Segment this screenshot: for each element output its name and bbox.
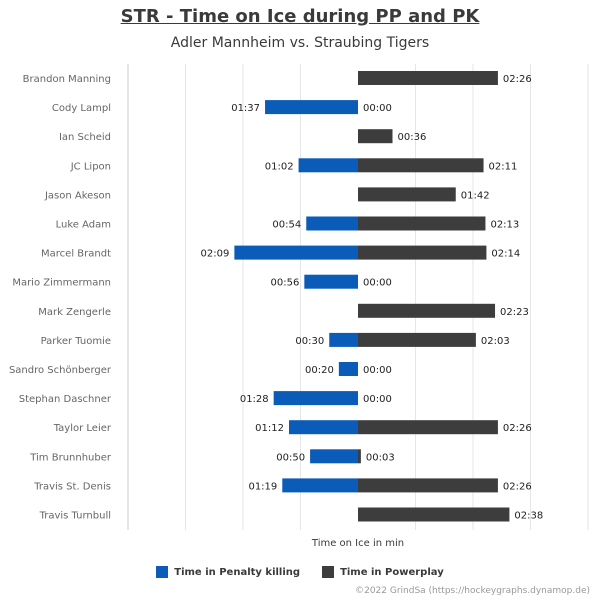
category-label: JC Lipon — [70, 161, 111, 172]
value-label-powerplay: 02:38 — [514, 511, 543, 522]
value-label-powerplay: 00:00 — [363, 394, 392, 405]
category-label: Brandon Manning — [23, 74, 111, 85]
value-label-powerplay: 02:03 — [481, 336, 510, 347]
bar-powerplay — [358, 303, 496, 318]
value-label-penalty-killing: 01:12 — [255, 423, 284, 434]
category-label: Ian Scheid — [59, 132, 111, 143]
bar-powerplay — [358, 507, 510, 522]
category-label: Sandro Schönberger — [9, 365, 112, 376]
value-label-powerplay: 02:23 — [500, 307, 529, 318]
bar-penalty-killing — [298, 158, 358, 173]
value-label-penalty-killing: 01:28 — [240, 394, 269, 405]
chart-title: STR - Time on Ice during PP and PK — [120, 6, 480, 27]
value-label-penalty-killing: 00:56 — [271, 278, 300, 289]
bar-penalty-killing — [306, 216, 358, 231]
legend-item-pp: Time in Powerplay — [322, 566, 444, 578]
category-label: Luke Adam — [56, 220, 111, 231]
category-label: Marcel Brandt — [41, 249, 111, 260]
bar-powerplay — [358, 420, 498, 435]
value-label-powerplay: 00:03 — [366, 452, 395, 463]
bar-penalty-killing — [265, 100, 358, 115]
bar-penalty-killing — [304, 274, 358, 289]
value-label-penalty-killing: 00:54 — [272, 220, 301, 231]
legend-label-pp: Time in Powerplay — [340, 566, 444, 578]
category-label: Travis St. Denis — [33, 481, 111, 492]
bar-penalty-killing — [289, 420, 358, 435]
bar-penalty-killing — [282, 478, 358, 493]
category-label: Mark Zengerle — [38, 307, 111, 318]
bars: 02:26 01:37 00:00 00:36 01:02 02:11 01:42 00:54… — [201, 71, 543, 522]
value-label-penalty-killing: 01:37 — [231, 103, 260, 114]
value-label-powerplay: 01:42 — [461, 190, 490, 201]
value-label-powerplay: 00:00 — [363, 278, 392, 289]
grid-lines — [127, 64, 589, 530]
category-label: Parker Tuomie — [41, 336, 111, 347]
value-label-powerplay: 00:00 — [363, 365, 392, 376]
legend: Time in Penalty killing Time in Powerpla… — [0, 566, 600, 578]
bar-powerplay — [358, 187, 456, 202]
bar-penalty-killing — [310, 449, 358, 464]
value-label-penalty-killing: 00:20 — [305, 365, 334, 376]
credit-text: ©2022 GrindSa (https://hockeygraphs.dyna… — [355, 586, 590, 596]
category-label: Mario Zimmermann — [12, 278, 111, 289]
category-label: Travis Turnbull — [39, 511, 111, 522]
value-label-penalty-killing: 01:19 — [248, 481, 277, 492]
bar-penalty-killing — [273, 391, 358, 406]
bar-powerplay — [358, 245, 487, 260]
value-label-powerplay: 02:11 — [489, 161, 518, 172]
category-label: Cody Lampl — [52, 103, 111, 114]
bar-penalty-killing — [234, 245, 358, 260]
value-label-powerplay: 02:26 — [503, 481, 532, 492]
category-label: Stephan Daschner — [19, 394, 112, 405]
bar-powerplay — [358, 449, 361, 464]
bar-powerplay — [358, 158, 484, 173]
x-axis-label: Time on Ice in min — [311, 538, 404, 549]
chart-subtitle: Adler Mannheim vs. Straubing Tigers — [170, 35, 430, 51]
legend-swatch-pk — [156, 566, 169, 578]
value-label-powerplay: 00:36 — [398, 132, 427, 143]
bar-penalty-killing — [338, 362, 358, 376]
bar-powerplay — [358, 216, 486, 231]
value-label-penalty-killing: 00:50 — [276, 452, 305, 463]
bar-powerplay — [358, 478, 498, 493]
bar-powerplay — [358, 129, 393, 144]
category-label: Tim Brunnhuber — [29, 452, 112, 463]
bar-penalty-killing — [329, 332, 358, 347]
value-label-powerplay: 02:26 — [503, 74, 532, 85]
legend-swatch-pp — [322, 566, 335, 578]
value-label-powerplay: 02:26 — [503, 423, 532, 434]
category-label: Taylor Leier — [53, 423, 112, 434]
category-label: Jason Akeson — [44, 190, 111, 201]
value-label-penalty-killing: 00:30 — [295, 336, 324, 347]
value-label-powerplay: 02:14 — [491, 249, 520, 260]
diverging-bar-chart: 02:26 01:37 00:00 00:36 01:02 02:11 01:42 00:54… — [9, 64, 589, 549]
bar-powerplay — [358, 71, 498, 85]
value-label-powerplay: 02:13 — [490, 220, 519, 231]
value-label-powerplay: 00:00 — [363, 103, 392, 114]
bar-powerplay — [358, 332, 476, 347]
legend-label-pk: Time in Penalty killing — [174, 566, 301, 578]
category-labels: Brandon Manning Cody Lampl Ian Scheid JC Li… — [9, 74, 112, 522]
legend-item-pk: Time in Penalty killing — [156, 566, 300, 578]
value-label-penalty-killing: 01:02 — [265, 161, 294, 172]
value-label-penalty-killing: 02:09 — [201, 249, 230, 260]
